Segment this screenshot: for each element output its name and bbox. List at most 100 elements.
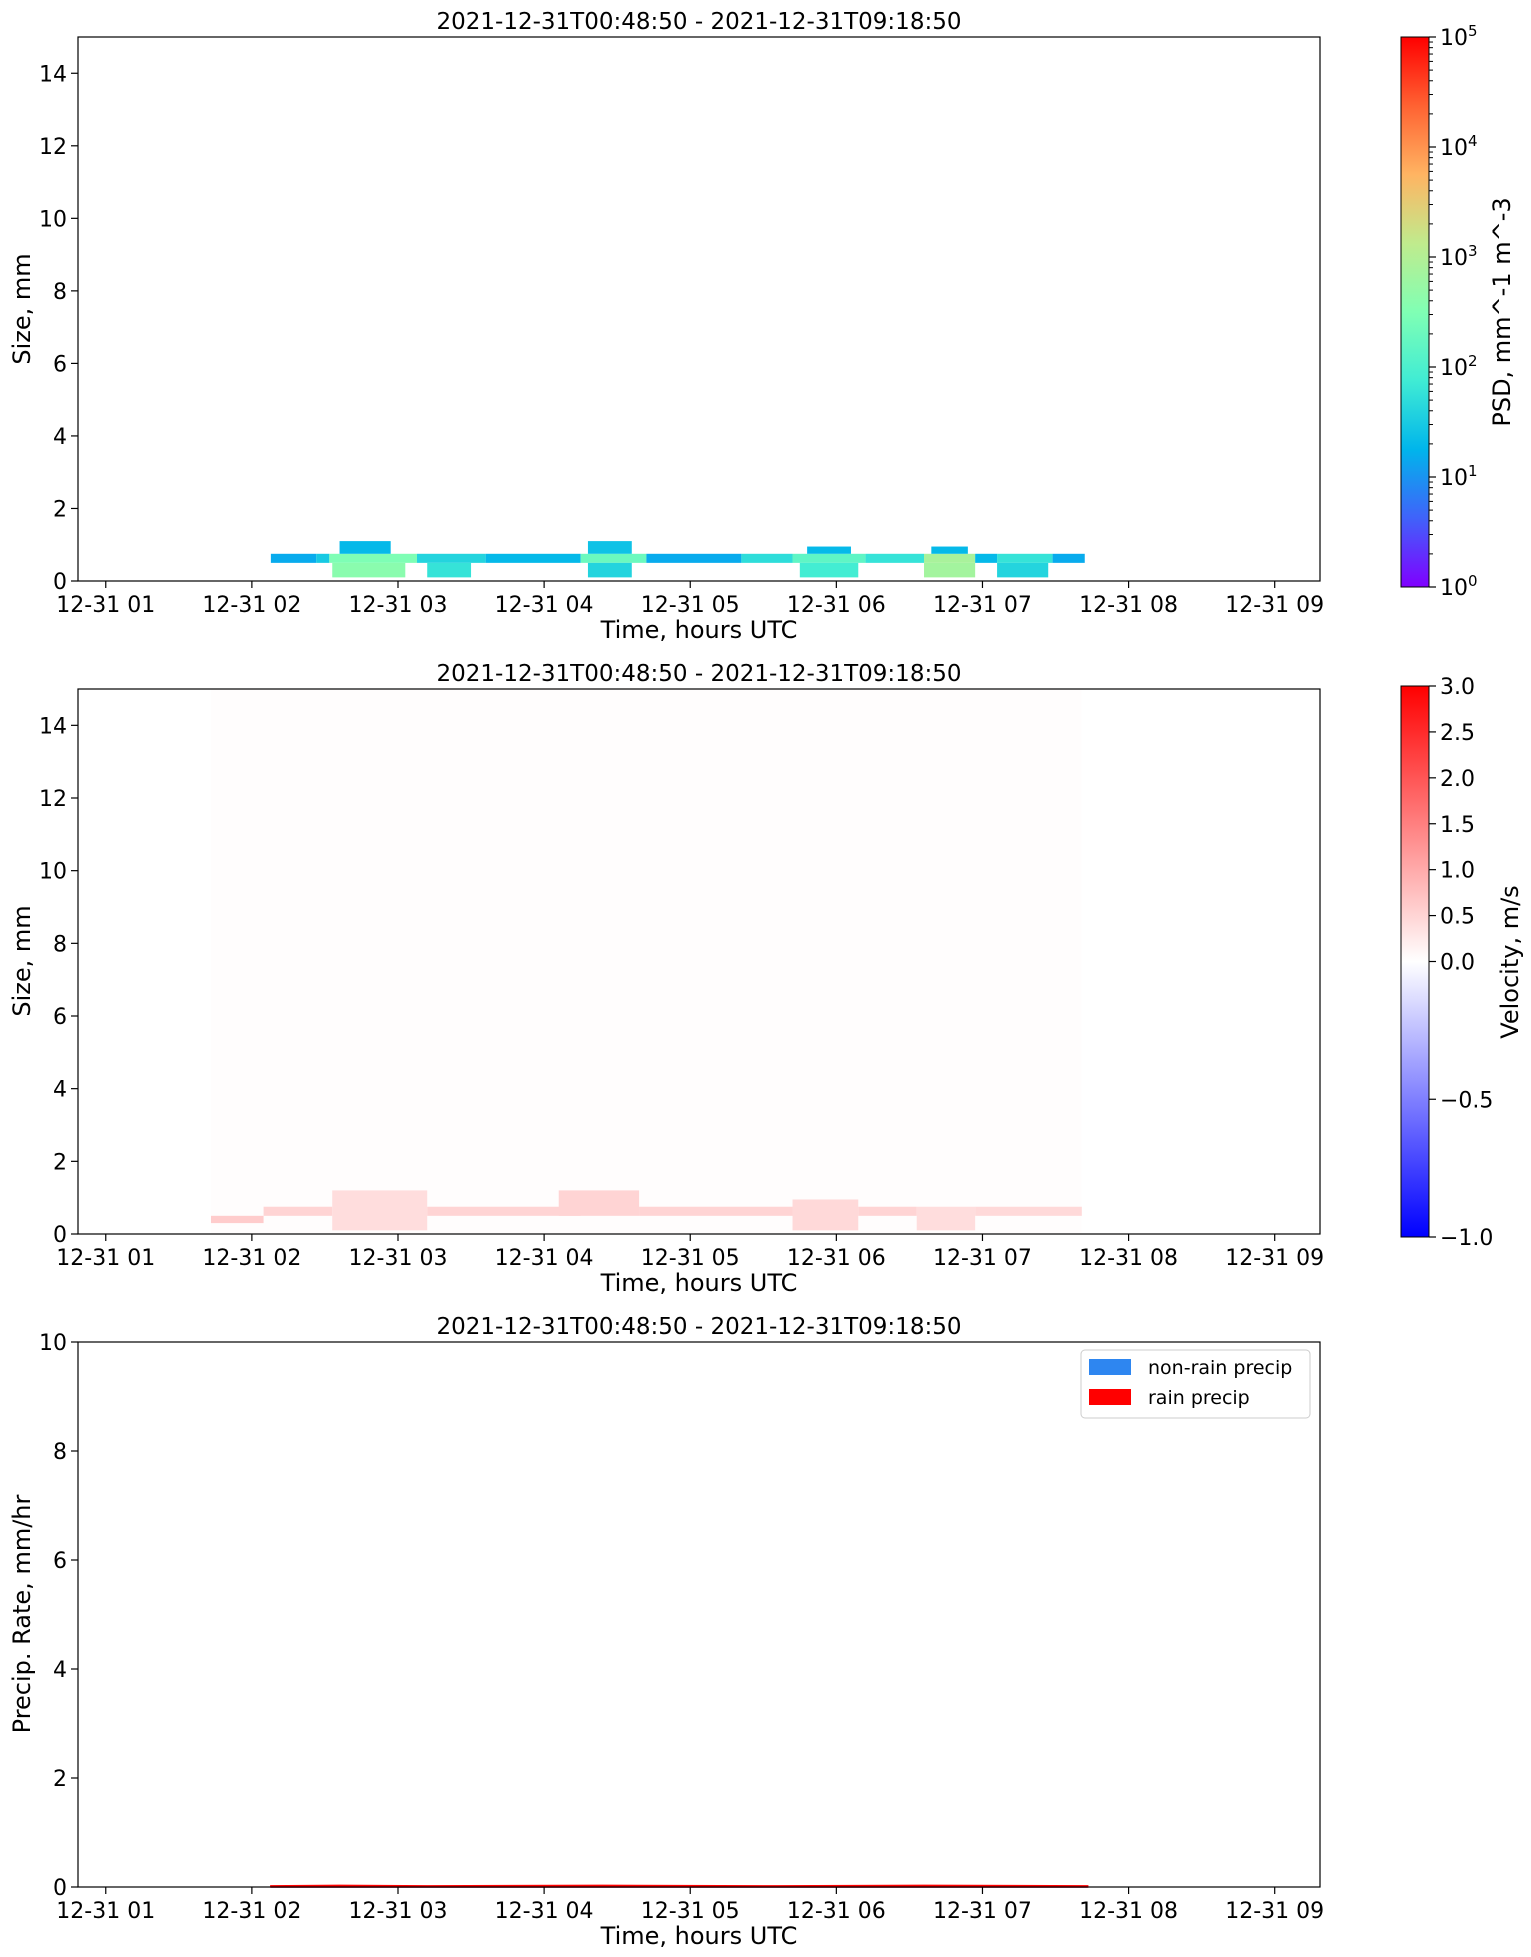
x-tick-label: 12-31 05 <box>641 1899 740 1924</box>
y-tick-label: 4 <box>53 425 67 450</box>
y-tick-label: 4 <box>53 1658 67 1683</box>
panel-velocity-frame <box>77 688 1321 1235</box>
heatmap-cell <box>997 562 1049 578</box>
heatmap-cell <box>858 1206 917 1216</box>
panel-velocity-yticks: 0 2 4 6 8 10 12 14 <box>39 714 78 1248</box>
heatmap-cell <box>741 553 793 563</box>
colorbar-tick-label: 100 <box>1440 572 1478 601</box>
x-tick-label: 12-31 03 <box>349 1899 448 1924</box>
panel-psd-cells <box>270 541 1085 578</box>
y-tick-label: 0 <box>53 1223 67 1248</box>
heatmap-cell <box>316 553 330 563</box>
legend-label-rain: rain precip <box>1148 1387 1250 1409</box>
velocity-colorbar-ticks: −1.0 −0.5 0.0 0.5 1.0 1.5 2.0 2.5 3.0 <box>1429 675 1493 1251</box>
x-tick-label: 12-31 04 <box>495 1246 594 1271</box>
y-tick-label: 8 <box>53 932 67 957</box>
heatmap-cell <box>210 1215 264 1224</box>
panel-velocity-title: 2021-12-31T00:48:50 - 2021-12-31T09:18:5… <box>437 661 962 687</box>
panel-psd-yticks: 0 2 4 6 8 10 12 14 <box>39 62 78 595</box>
velocity-colorbar <box>1400 685 1430 1238</box>
heatmap-cell <box>263 1206 333 1216</box>
y-tick-label: 2 <box>53 1767 67 1792</box>
y-tick-label: 6 <box>53 1005 67 1030</box>
panel-velocity-ylabel: Size, mm <box>8 905 36 1016</box>
precip-legend: non-rain precip rain precip <box>1080 1349 1311 1419</box>
velocity-colorbar-label: Velocity, m/s <box>1496 885 1524 1038</box>
colorbar-tick-label: 1.5 <box>1440 813 1475 838</box>
x-tick-label: 12-31 09 <box>1225 1246 1324 1271</box>
x-tick-label: 12-31 02 <box>202 593 301 618</box>
y-tick-label: 14 <box>39 714 67 739</box>
panel-precip-xlabel: Time, hours UTC <box>600 1922 798 1950</box>
heatmap-cell <box>329 553 417 563</box>
colorbar-tick-label: 105 <box>1440 22 1478 51</box>
y-tick-label: 10 <box>39 207 67 232</box>
precip-legend-frame <box>1080 1349 1311 1419</box>
y-tick-label: 6 <box>53 352 67 377</box>
y-tick-label: 2 <box>53 497 67 522</box>
colorbar-tick-label: −1.0 <box>1440 1226 1493 1251</box>
panel-psd-ylabel: Size, mm <box>8 253 36 364</box>
x-tick-label: 12-31 06 <box>787 1246 886 1271</box>
panel-psd: 2021-12-31T00:48:50 - 2021-12-31T09:18:5… <box>8 9 1516 644</box>
y-tick-label: 10 <box>39 860 67 885</box>
heatmap-cell <box>332 562 406 578</box>
panel-psd-xticks: 12-31 01 12-31 02 12-31 03 12-31 04 12-31 05… <box>56 581 1324 618</box>
colorbar-tick-label: 102 <box>1440 352 1478 381</box>
x-tick-label: 12-31 04 <box>495 1899 594 1924</box>
heatmap-cell <box>865 553 925 563</box>
y-tick-label: 2 <box>53 1150 67 1175</box>
heatmap-cell <box>332 1190 428 1231</box>
heatmap-cell <box>587 562 632 578</box>
heatmap-cell <box>975 1206 1082 1216</box>
x-tick-label: 12-31 08 <box>1079 1899 1178 1924</box>
x-tick-label: 12-31 05 <box>641 593 740 618</box>
panel-precip: 2021-12-31T00:48:50 - 2021-12-31T09:18:5… <box>8 1314 1324 1950</box>
heatmap-cell <box>1052 553 1085 563</box>
panel-precip-frame <box>77 1341 1321 1888</box>
colorbar-tick-label: 0.5 <box>1440 905 1475 930</box>
heatmap-cell <box>924 562 976 578</box>
x-tick-label: 12-31 02 <box>202 1246 301 1271</box>
heatmap-cell <box>210 689 1082 1234</box>
colorbar-tick-label: 103 <box>1440 242 1478 271</box>
x-tick-label: 12-31 06 <box>787 1899 886 1924</box>
x-tick-label: 12-31 01 <box>56 1246 155 1271</box>
heatmap-cell <box>807 546 851 554</box>
panel-velocity-cells <box>210 689 1082 1234</box>
psd-colorbar-label: PSD, mm^-1 m^-3 <box>1488 197 1516 426</box>
y-tick-label: 12 <box>39 787 67 812</box>
colorbar-tick-label: 1.0 <box>1440 859 1475 884</box>
panel-precip-ylabel: Precip. Rate, mm/hr <box>8 1495 36 1734</box>
heatmap-cell <box>931 546 968 554</box>
y-tick-label: 12 <box>39 135 67 160</box>
panel-psd-title: 2021-12-31T00:48:50 - 2021-12-31T09:18:5… <box>437 9 962 35</box>
panel-psd-xlabel: Time, hours UTC <box>600 616 798 644</box>
colorbar-tick-label: 101 <box>1440 462 1478 491</box>
colorbar-tick-label: 0.0 <box>1440 951 1475 976</box>
colorbar-tick-label: 2.0 <box>1440 767 1475 792</box>
x-tick-label: 12-31 07 <box>933 1899 1032 1924</box>
x-tick-label: 12-31 09 <box>1225 1899 1324 1924</box>
legend-swatch-non-rain <box>1089 1359 1131 1375</box>
heatmap-cell <box>416 553 486 563</box>
legend-swatch-rain <box>1089 1389 1131 1405</box>
y-tick-label: 10 <box>39 1331 67 1356</box>
heatmap-cell <box>580 553 647 563</box>
colorbar-tick-label: 104 <box>1440 132 1478 161</box>
x-tick-label: 12-31 07 <box>933 593 1032 618</box>
panel-precip-xticks: 12-31 01 12-31 02 12-31 03 12-31 04 12-31 05… <box>56 1887 1324 1924</box>
panel-velocity-xticks: 12-31 01 12-31 02 12-31 03 12-31 04 12-31 05… <box>56 1234 1324 1271</box>
x-tick-label: 12-31 03 <box>349 1246 448 1271</box>
panel-precip-yticks: 0 2 4 6 8 10 <box>39 1331 78 1901</box>
x-tick-label: 12-31 02 <box>202 1899 301 1924</box>
x-tick-label: 12-31 05 <box>641 1246 740 1271</box>
panel-velocity-xlabel: Time, hours UTC <box>600 1269 798 1297</box>
y-tick-label: 8 <box>53 280 67 305</box>
heatmap-cell <box>558 1190 640 1216</box>
x-tick-label: 12-31 09 <box>1225 593 1324 618</box>
heatmap-cell <box>485 553 581 563</box>
y-tick-label: 6 <box>53 1549 67 1574</box>
y-tick-label: 14 <box>39 62 67 87</box>
